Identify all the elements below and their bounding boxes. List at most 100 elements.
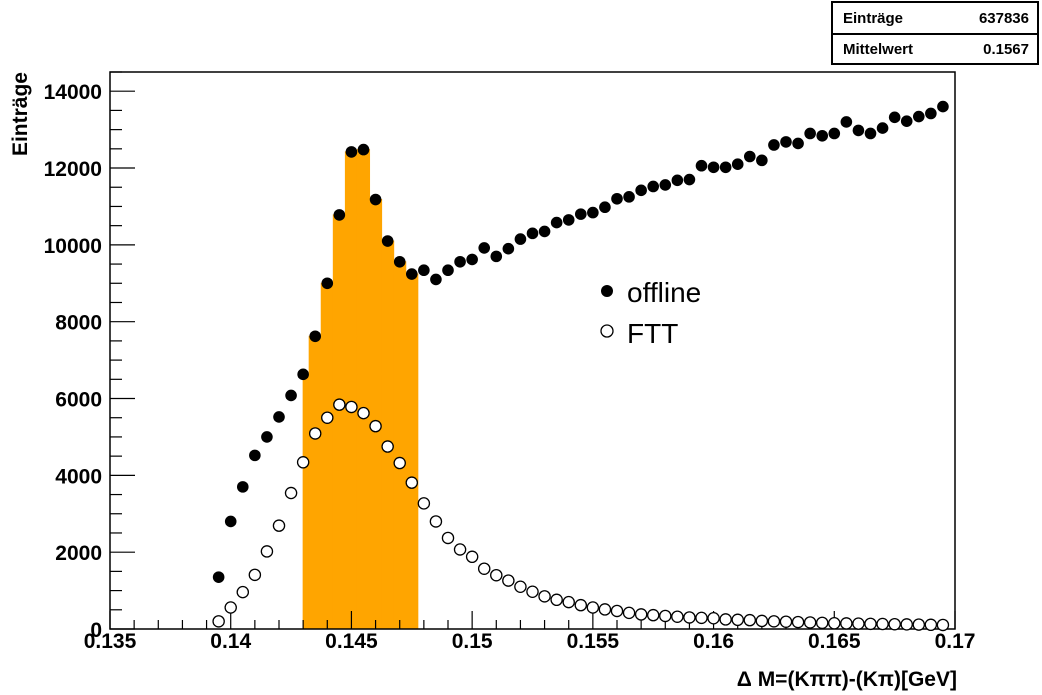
offline-point bbox=[393, 255, 406, 268]
offline-point bbox=[719, 161, 732, 174]
ftt-point bbox=[562, 595, 575, 609]
ftt-point bbox=[465, 550, 479, 564]
ftt-point bbox=[646, 608, 660, 622]
offline-point bbox=[840, 116, 853, 128]
ftt-point bbox=[671, 610, 684, 623]
offline-point bbox=[587, 206, 599, 219]
ftt-point bbox=[779, 615, 793, 628]
offline-point bbox=[792, 137, 804, 150]
stats-mean-label: Mittelwert bbox=[843, 41, 914, 58]
ftt-point bbox=[731, 613, 744, 627]
ftt-point bbox=[248, 568, 262, 582]
ftt-point bbox=[284, 486, 298, 500]
y-tick-label: 4000 bbox=[55, 465, 102, 488]
offline-point bbox=[937, 100, 949, 113]
offline-point bbox=[659, 179, 672, 191]
ftt-point bbox=[622, 606, 636, 620]
y-tick-label: 12000 bbox=[44, 158, 102, 181]
axis-ticks bbox=[109, 71, 956, 630]
x-tick-label: 0.16 bbox=[693, 630, 734, 653]
x-tick-label: 0.165 bbox=[808, 630, 861, 653]
offline-point bbox=[574, 208, 587, 220]
ftt-point bbox=[441, 531, 455, 545]
x-tick-label: 0.14 bbox=[210, 630, 251, 653]
offline-point bbox=[345, 146, 358, 158]
ftt-point bbox=[477, 562, 491, 575]
offline-point bbox=[321, 277, 334, 290]
offline-point bbox=[357, 143, 370, 156]
ftt-point bbox=[707, 611, 720, 625]
offline-point bbox=[430, 273, 442, 286]
ftt-point bbox=[598, 603, 612, 616]
offline-point bbox=[683, 173, 696, 186]
ftt-point bbox=[212, 615, 225, 628]
ftt-point bbox=[260, 545, 274, 558]
offline-point bbox=[273, 411, 285, 423]
x-tick-label: 0.155 bbox=[567, 630, 620, 653]
ftt-point bbox=[936, 618, 950, 632]
offline-point bbox=[743, 150, 756, 163]
legend-ftt-marker bbox=[600, 324, 614, 338]
ftt-point bbox=[405, 476, 419, 489]
offline-point bbox=[852, 124, 865, 137]
offline-point bbox=[212, 571, 225, 583]
ftt-point bbox=[236, 585, 250, 599]
offline-point bbox=[442, 264, 454, 277]
ftt-point bbox=[767, 615, 781, 628]
ftt-point bbox=[683, 611, 696, 624]
offline-point bbox=[454, 255, 466, 268]
stats-row-entries: Einträge 637836 bbox=[833, 3, 1037, 35]
offline-point bbox=[816, 129, 829, 142]
ftt-point bbox=[550, 593, 563, 607]
y-tick-label: 10000 bbox=[44, 235, 102, 258]
ftt-point bbox=[502, 574, 515, 587]
legend-offline-marker bbox=[601, 285, 613, 297]
offline-point bbox=[562, 214, 575, 226]
offline-point bbox=[925, 107, 937, 120]
ftt-point bbox=[538, 590, 551, 603]
ftt-point bbox=[490, 568, 503, 582]
ftt-point bbox=[755, 614, 769, 628]
offline-point bbox=[538, 225, 551, 238]
y-tick-label: 8000 bbox=[55, 312, 102, 335]
statistics-box: Einträge 637836 Mittelwert 0.1567 bbox=[831, 1, 1039, 65]
offline-point bbox=[731, 158, 744, 170]
offline-point bbox=[611, 192, 623, 205]
legend: offline FTT bbox=[600, 277, 701, 349]
ftt-point bbox=[381, 440, 394, 453]
ftt-point bbox=[815, 616, 829, 630]
offline-point bbox=[224, 515, 237, 528]
x-axis-title: Δ M=(Kππ)-(Kπ)[GeV] bbox=[737, 668, 957, 691]
ftt-point bbox=[526, 585, 539, 598]
y-tick-label: 2000 bbox=[55, 542, 102, 565]
offline-point bbox=[599, 201, 611, 214]
offline-point bbox=[502, 242, 515, 255]
offline-point bbox=[864, 127, 877, 140]
ftt-point bbox=[719, 613, 732, 626]
offline-point bbox=[490, 250, 503, 263]
ftt-point bbox=[453, 543, 467, 556]
x-tick-label: 0.135 bbox=[84, 630, 137, 653]
stats-entries-label: Einträge bbox=[843, 10, 904, 27]
offline-point bbox=[478, 242, 491, 254]
ftt-point bbox=[272, 519, 286, 532]
plot-frame bbox=[109, 71, 956, 630]
offline-point bbox=[261, 431, 273, 443]
offline-point bbox=[369, 193, 382, 206]
y-axis-title: Einträge bbox=[9, 72, 32, 156]
ftt-point bbox=[574, 598, 588, 612]
offline-point bbox=[707, 161, 720, 174]
ftt-point bbox=[912, 618, 926, 631]
offline-point bbox=[623, 191, 635, 203]
legend-ftt-label: FTT bbox=[627, 318, 678, 349]
offline-point bbox=[695, 159, 708, 172]
ftt-point bbox=[659, 609, 672, 623]
offline-point bbox=[780, 136, 792, 148]
ftt-point bbox=[610, 604, 624, 618]
offline-point bbox=[526, 227, 539, 240]
stats-mean-value: 0.1567 bbox=[983, 41, 1029, 58]
y-tick-label: 14000 bbox=[44, 81, 102, 104]
x-tick-label: 0.145 bbox=[325, 630, 378, 653]
ftt-point bbox=[840, 617, 853, 630]
